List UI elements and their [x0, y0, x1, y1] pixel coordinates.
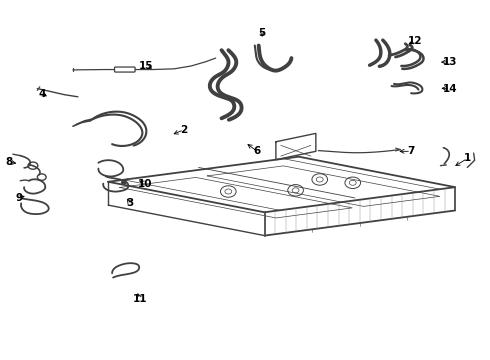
FancyBboxPatch shape [115, 67, 135, 72]
Text: 11: 11 [133, 294, 147, 304]
Circle shape [121, 180, 127, 185]
Text: 9: 9 [16, 193, 23, 203]
Text: 15: 15 [139, 61, 153, 71]
Text: 10: 10 [138, 179, 152, 189]
Text: 8: 8 [6, 157, 13, 167]
Text: 7: 7 [408, 146, 415, 156]
Text: 14: 14 [443, 84, 458, 94]
Text: 3: 3 [126, 198, 134, 208]
Text: 1: 1 [464, 153, 471, 163]
Text: 5: 5 [259, 28, 266, 38]
Text: 6: 6 [254, 146, 261, 156]
Text: 13: 13 [443, 57, 458, 67]
Text: 12: 12 [408, 36, 422, 46]
Text: 2: 2 [180, 125, 188, 135]
Text: 4: 4 [39, 89, 46, 99]
